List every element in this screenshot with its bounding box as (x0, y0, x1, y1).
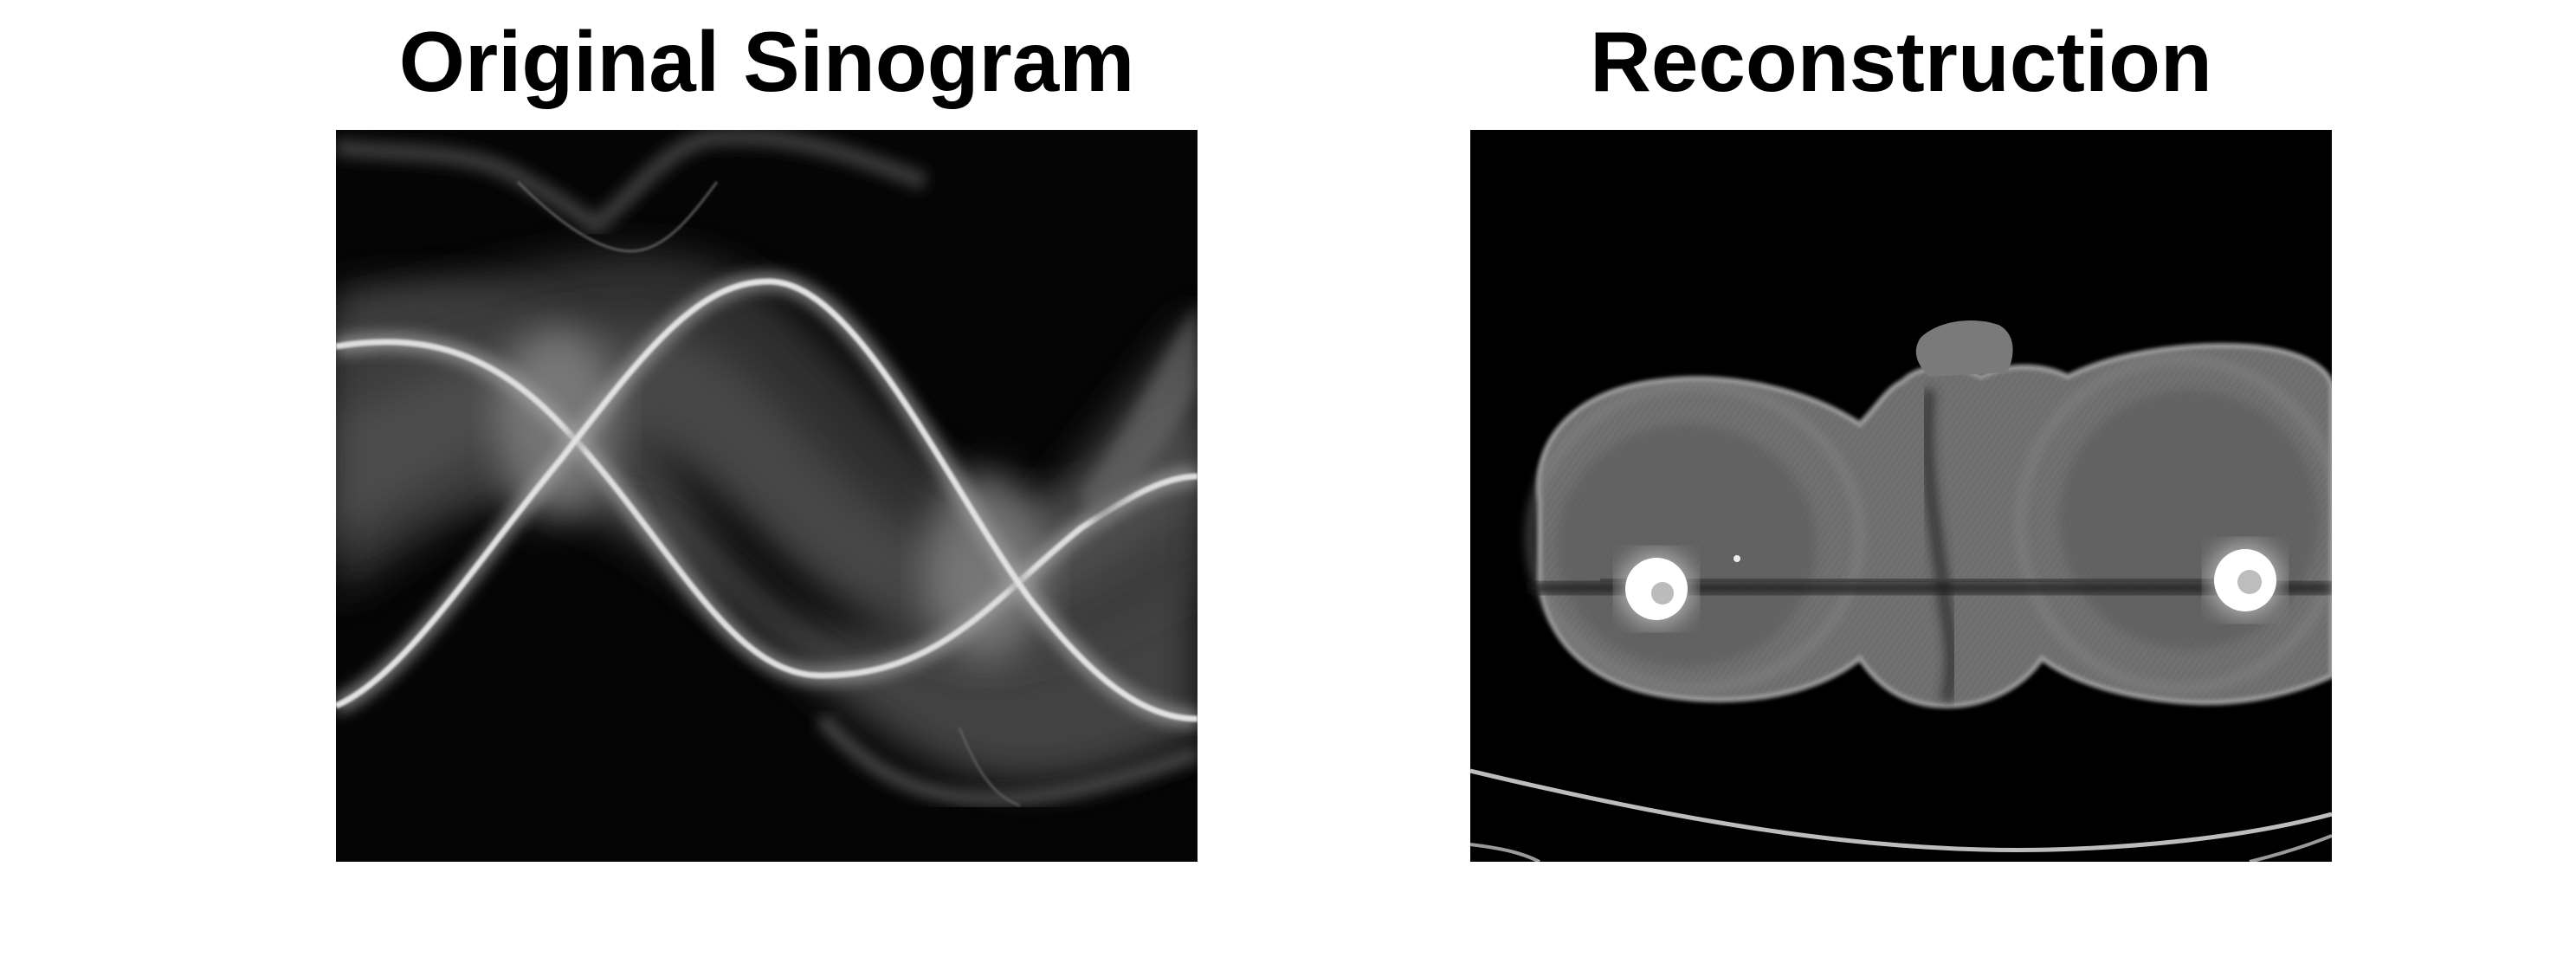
reconstruction-panel: Reconstruction (1470, 0, 2332, 866)
sinogram-title: Original Sinogram (398, 14, 1135, 109)
sinogram-image (336, 130, 1198, 862)
reconstruction-title: Reconstruction (1590, 14, 2212, 109)
sinogram-panel: Original Sinogram (336, 0, 1198, 866)
ct-reconstruction-image (1470, 130, 2332, 862)
